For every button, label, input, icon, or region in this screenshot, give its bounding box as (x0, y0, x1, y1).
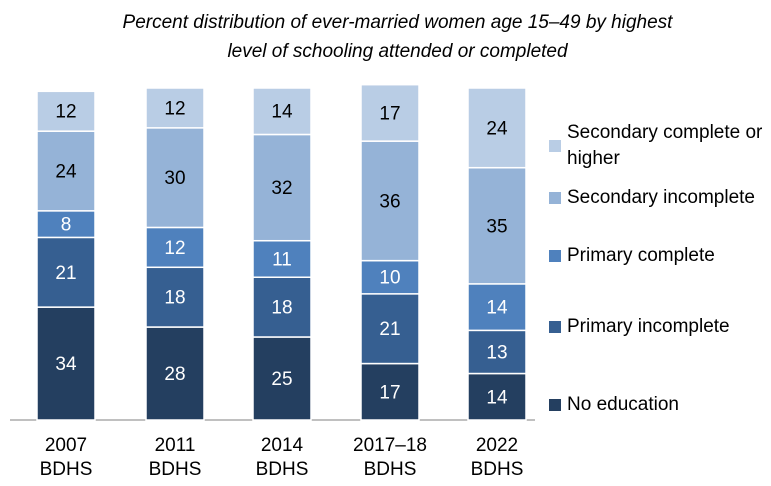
data-label: 12 (55, 102, 76, 123)
data-label: 10 (379, 268, 400, 289)
bar-segment (252, 87, 312, 136)
bar-segment (145, 127, 205, 229)
legend-swatch (549, 250, 561, 262)
data-label: 21 (379, 319, 400, 340)
data-label: 12 (164, 98, 185, 119)
bar-segment (360, 140, 420, 262)
data-label: 30 (164, 168, 185, 189)
data-label: 21 (55, 263, 76, 284)
bar-segment (252, 276, 312, 338)
x-tick-label: 2007 BDHS (39, 435, 93, 480)
bar-segment (145, 226, 205, 269)
data-label: 32 (271, 178, 292, 199)
data-label: 12 (164, 238, 185, 259)
data-label: 24 (486, 118, 508, 139)
bar-segment (252, 336, 312, 421)
bar-segment (467, 166, 527, 285)
data-label: 17 (379, 382, 400, 403)
bar-segment (36, 236, 96, 308)
legend-label: Primary incomplete (567, 316, 730, 337)
legend-label: Secondary complete or higher (567, 122, 763, 169)
bar-segment (467, 87, 527, 169)
data-label: 18 (271, 298, 292, 319)
x-tick-label: 2022 BDHS (470, 435, 524, 480)
chart-title: Percent distribution of ever-married wom… (122, 12, 673, 62)
data-label: 25 (271, 369, 292, 390)
bar-segment (252, 133, 312, 242)
data-label: 28 (164, 364, 185, 385)
bar-segment (145, 326, 205, 421)
bar-segment (252, 239, 312, 278)
bar-segment (360, 362, 420, 421)
legend-swatch (549, 321, 561, 333)
legend-label: Secondary incomplete (567, 187, 755, 208)
bar-segment (467, 283, 527, 332)
data-label: 14 (271, 102, 293, 123)
data-label: 14 (486, 387, 508, 408)
data-label: 18 (164, 288, 185, 309)
data-label: 14 (486, 298, 508, 319)
bar-segment (467, 329, 527, 375)
legend-swatch (549, 399, 561, 411)
bar-segment (36, 90, 96, 132)
data-label: 36 (379, 191, 400, 212)
data-label: 8 (61, 215, 72, 236)
legend-label: No education (567, 394, 679, 415)
x-tick-label: 2014 BDHS (255, 435, 309, 480)
data-label: 13 (486, 342, 507, 363)
legend-swatch (549, 192, 561, 204)
bar-segment (360, 83, 420, 142)
bar-segment (145, 266, 205, 328)
legend-label: Primary complete (567, 245, 715, 266)
data-label: 34 (55, 354, 77, 375)
data-label: 17 (379, 103, 400, 124)
x-tick-label: 2017–18 BDHS (353, 435, 427, 480)
legend-swatch (549, 140, 561, 152)
data-label: 35 (486, 216, 507, 237)
bar-segment (145, 87, 205, 129)
data-label: 11 (272, 249, 292, 270)
data-label: 24 (55, 162, 77, 183)
x-tick-label: 2011 BDHS (148, 435, 202, 480)
bar-segment (36, 306, 96, 421)
